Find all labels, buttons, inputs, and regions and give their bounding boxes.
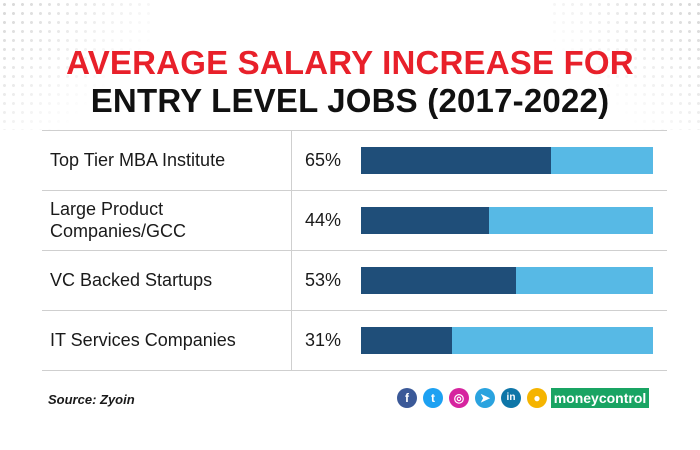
twitter-glyph: t bbox=[431, 391, 435, 405]
koo-icon[interactable]: ● bbox=[527, 388, 547, 408]
koo-glyph: ● bbox=[533, 391, 541, 405]
category-label-text: IT Services Companies bbox=[50, 329, 236, 351]
bar-track bbox=[361, 206, 653, 234]
moneycontrol-logo[interactable]: moneycontrol bbox=[551, 388, 649, 408]
category-label-line: Top Tier MBA Institute bbox=[50, 150, 226, 170]
decorative-dot-pattern-right bbox=[550, 0, 700, 130]
instagram-icon[interactable]: ◎ bbox=[449, 388, 469, 408]
source-note: Source: Zyoin bbox=[48, 392, 135, 407]
telegram-icon[interactable]: ➤ bbox=[475, 388, 495, 408]
category-label-line: IT Services Companies bbox=[50, 330, 236, 350]
instagram-glyph: ◎ bbox=[453, 391, 465, 405]
bar-track bbox=[361, 146, 653, 174]
category-label-line: VC Backed Startups bbox=[50, 270, 213, 290]
category-label-text: Top Tier MBA Institute bbox=[50, 149, 225, 171]
category-label: Top Tier MBA Institute bbox=[50, 130, 285, 190]
decorative-dot-pattern-left bbox=[0, 0, 150, 130]
linkedin-icon[interactable]: in bbox=[501, 388, 521, 408]
bar bbox=[361, 266, 516, 294]
telegram-glyph: ➤ bbox=[479, 391, 491, 405]
category-label-line: Companies/GCC bbox=[50, 221, 187, 241]
row-separator bbox=[42, 370, 667, 371]
data-label: 44% bbox=[305, 209, 342, 230]
data-label: 65% bbox=[305, 149, 342, 170]
bar-track bbox=[361, 326, 653, 354]
data-label: 53% bbox=[305, 269, 342, 290]
facebook-glyph: f bbox=[405, 391, 409, 405]
linkedin-glyph: in bbox=[506, 392, 516, 403]
category-label-line: Large Product bbox=[50, 199, 164, 219]
row-separator bbox=[42, 310, 667, 311]
category-label-text: VC Backed Startups bbox=[50, 269, 212, 291]
bar-track bbox=[361, 266, 653, 294]
row-separator bbox=[42, 130, 667, 131]
column-divider bbox=[291, 130, 292, 370]
category-label: VC Backed Startups bbox=[50, 250, 285, 310]
data-label: 31% bbox=[305, 329, 342, 350]
facebook-icon[interactable]: f bbox=[397, 388, 417, 408]
chart-title-line-2: ENTRY LEVEL JOBS (2017-2022) bbox=[90, 82, 610, 119]
category-label-text: Large Product Companies/GCC bbox=[50, 198, 186, 242]
category-label: Large Product Companies/GCC bbox=[50, 190, 285, 250]
bar bbox=[361, 146, 551, 174]
twitter-icon[interactable]: t bbox=[423, 388, 443, 408]
row-separator bbox=[42, 190, 667, 191]
bar bbox=[361, 206, 490, 234]
bar bbox=[361, 326, 452, 354]
category-label: IT Services Companies bbox=[50, 310, 285, 370]
row-separator bbox=[42, 250, 667, 251]
chart-title-line-1: AVERAGE SALARY INCREASE FOR bbox=[66, 44, 634, 81]
